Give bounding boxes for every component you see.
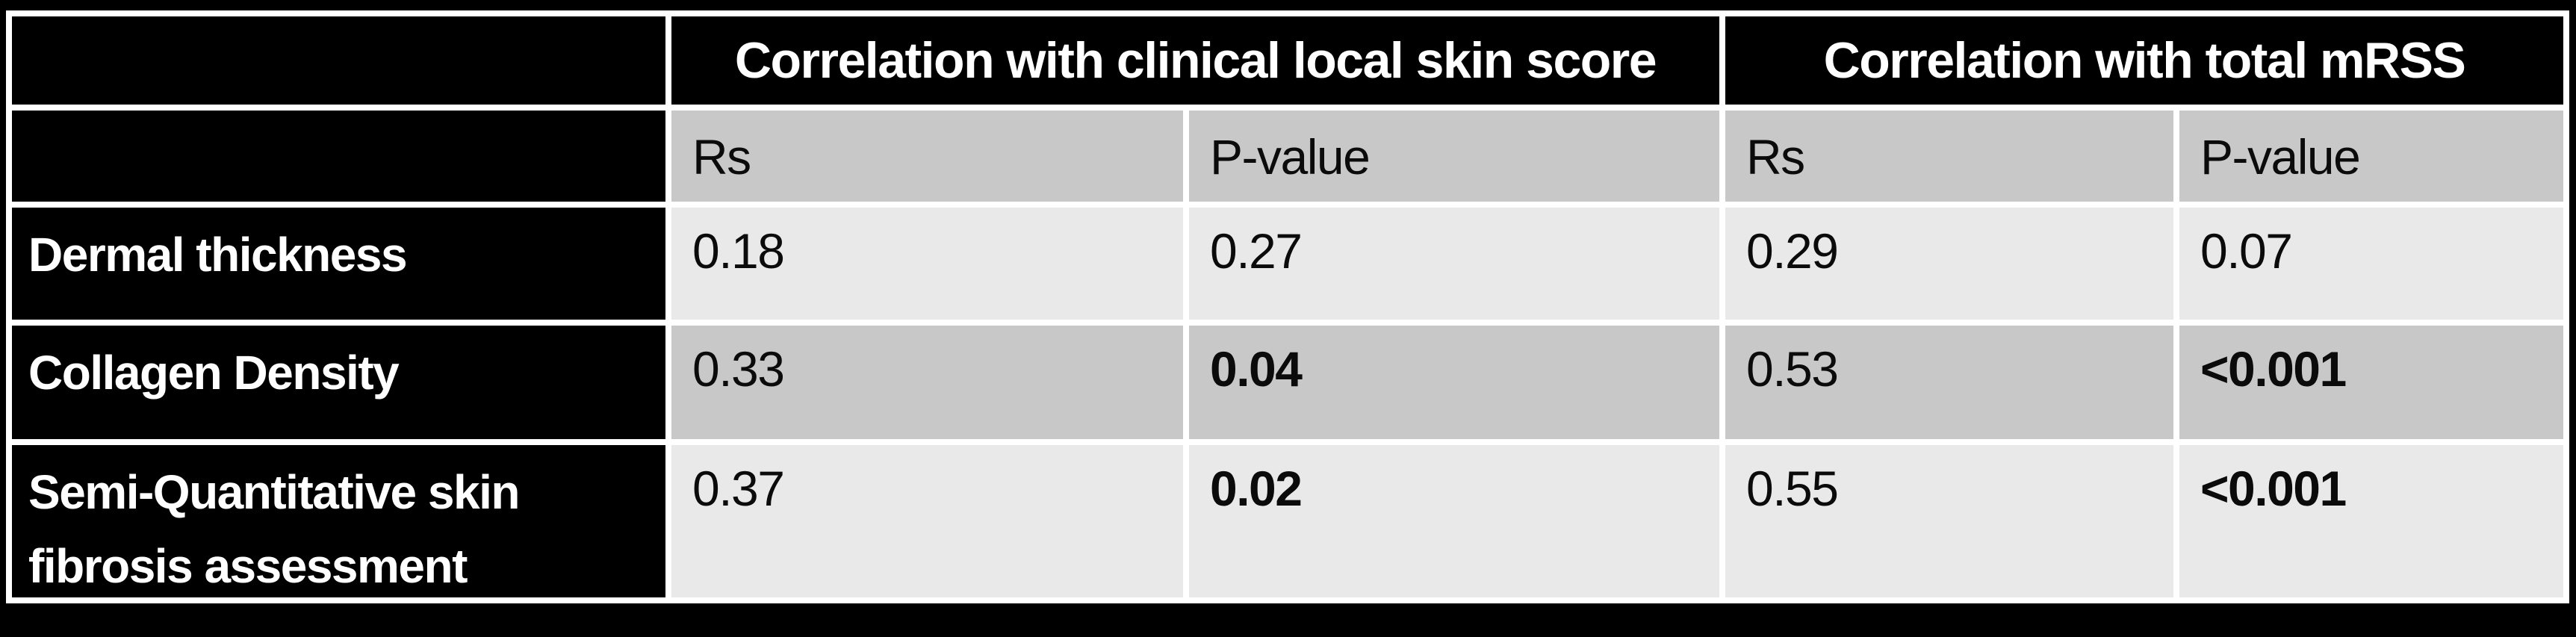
cell-collagen-rs-local: 0.33 [671, 326, 1183, 439]
cell-dermal-pvalue-local: 0.27 [1189, 208, 1719, 320]
cell-semiquant-pvalue-local: 0.02 [1189, 445, 1719, 597]
header-local-skin-score: Correlation with clinical local skin sco… [671, 16, 1719, 105]
subheader-rs-local: Rs [671, 111, 1183, 202]
row-label-semiquantitative-fibrosis: Semi-Quantitative skin fibrosis assessme… [12, 445, 665, 597]
cell-semiquant-rs-mrss: 0.55 [1725, 445, 2173, 597]
corner-blank-cell [12, 16, 665, 105]
subheader-blank-cell [12, 111, 665, 202]
row-label-dermal-thickness: Dermal thickness [12, 208, 665, 320]
cell-collagen-pvalue-mrss: <0.001 [2179, 326, 2563, 439]
header-total-mrss: Correlation with total mRSS [1725, 16, 2563, 105]
subheader-pvalue-local: P-value [1189, 111, 1719, 202]
cell-semiquant-rs-local: 0.37 [671, 445, 1183, 597]
cell-collagen-rs-mrss: 0.53 [1725, 326, 2173, 439]
subheader-rs-mrss: Rs [1725, 111, 2173, 202]
subheader-pvalue-mrss: P-value [2179, 111, 2563, 202]
cell-collagen-pvalue-local: 0.04 [1189, 326, 1719, 439]
row-label-collagen-density: Collagen Density [12, 326, 665, 439]
cell-semiquant-pvalue-mrss: <0.001 [2179, 445, 2563, 597]
cell-dermal-rs-local: 0.18 [671, 208, 1183, 320]
cell-dermal-rs-mrss: 0.29 [1725, 208, 2173, 320]
correlation-table: Correlation with clinical local skin sco… [6, 10, 2569, 603]
cell-dermal-pvalue-mrss: 0.07 [2179, 208, 2563, 320]
